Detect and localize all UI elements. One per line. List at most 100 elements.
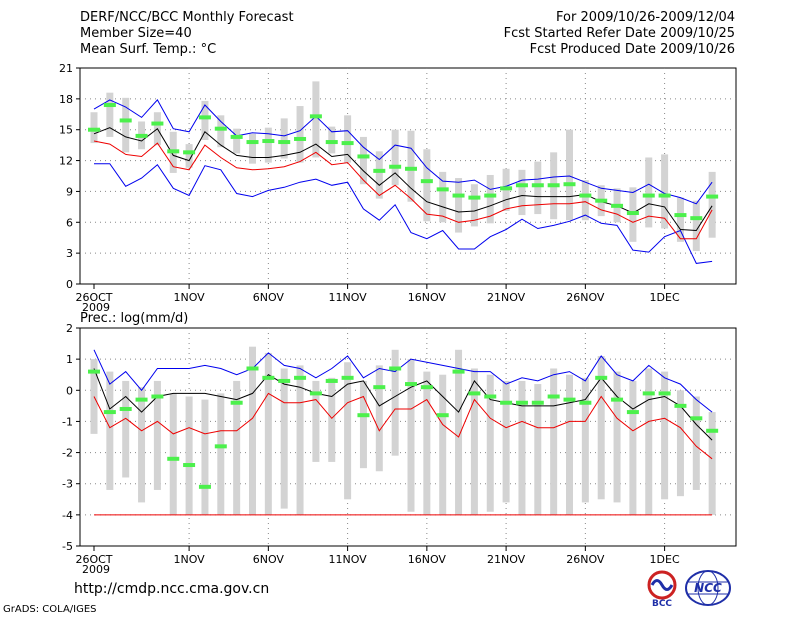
green-marker	[294, 136, 307, 141]
ensemble-bar	[708, 412, 716, 515]
y-tick-label: 2	[66, 322, 73, 335]
ensemble-bar	[470, 184, 478, 227]
green-marker	[278, 378, 291, 383]
ensemble-bar	[534, 161, 542, 215]
ensemble-bar	[233, 128, 241, 154]
x-tick-label: 21NOV	[487, 553, 526, 566]
x-tick-label: 6NOV	[253, 291, 285, 304]
y-tick-label: 15	[59, 124, 73, 137]
ensemble-bar	[629, 380, 637, 515]
x-tick-label: 26NOV	[566, 291, 605, 304]
ensemble-bar	[344, 362, 352, 500]
y-tick-label: 0	[66, 384, 73, 397]
forecast-period: For 2009/10/26-2009/12/04	[556, 10, 735, 25]
header-right: For 2009/10/26-2009/12/04 Fcst Started R…	[504, 10, 735, 58]
ensemble-bar	[502, 380, 510, 503]
source-url[interactable]: http://cmdp.ncc.cma.gov.cn	[74, 581, 270, 597]
green-marker	[389, 366, 402, 371]
green-marker	[167, 456, 180, 461]
green-marker	[341, 375, 354, 380]
y-tick-label: 6	[66, 216, 73, 229]
green-marker	[531, 183, 544, 188]
green-marker	[595, 375, 608, 380]
ensemble-bar	[122, 97, 130, 153]
ensemble-bar	[470, 368, 478, 515]
x-year-label: 2009	[82, 563, 110, 576]
lower-line	[93, 140, 713, 240]
y-tick-label: 18	[59, 93, 73, 106]
x-tick-label: 6NOV	[253, 553, 285, 566]
green-marker	[309, 114, 322, 119]
ensemble-bar	[518, 380, 526, 515]
green-marker	[563, 397, 576, 402]
x-tick-label: 21NOV	[487, 291, 526, 304]
x-tick-label: 11NOV	[328, 553, 367, 566]
ensemble-bar	[534, 384, 542, 515]
ensemble-bar	[455, 349, 463, 515]
variable-label: Mean Surf. Temp.: °C	[80, 42, 217, 57]
green-marker	[468, 391, 481, 396]
header-left: DERF/NCC/BCC Monthly Forecast Member Siz…	[80, 10, 294, 58]
green-marker	[690, 416, 703, 421]
x-tick-label: 26OCT	[75, 553, 112, 566]
ensemble-bar	[328, 377, 336, 462]
x-tick-label: 26OCT	[75, 291, 112, 304]
green-marker	[373, 168, 386, 173]
ensemble-bar	[645, 157, 653, 228]
ensemble-bar	[249, 346, 256, 515]
ncc-logo: NCC	[685, 570, 731, 606]
green-marker	[103, 103, 116, 108]
green-marker	[405, 382, 417, 387]
green-marker	[563, 182, 576, 187]
ensemble-bar	[312, 380, 320, 462]
mean-line	[93, 127, 713, 232]
green-marker	[611, 203, 624, 208]
ensemble-bar	[233, 380, 241, 515]
green-marker	[246, 366, 259, 371]
ensemble-bar	[185, 396, 193, 515]
green-marker	[262, 139, 275, 144]
ensemble-bar	[280, 368, 288, 509]
green-marker	[611, 397, 624, 402]
green-marker	[357, 154, 370, 159]
temperature-panel: 0 3 6 9 12 15 18 21 26OCT 1NOV 6NOV 11NOV 16NOV 21NOV…	[59, 62, 737, 314]
ensemble-bar	[407, 359, 415, 512]
ensemble-bar	[692, 200, 700, 252]
ensemble-bar	[645, 368, 653, 515]
x-tick-label: 16NOV	[408, 291, 447, 304]
green-marker	[278, 140, 291, 145]
green-marker	[325, 140, 338, 145]
green-marker	[309, 391, 322, 396]
green-marker	[674, 403, 687, 408]
chart-title: DERF/NCC/BCC Monthly Forecast	[80, 10, 294, 25]
bcc-logo-text: BCC	[652, 599, 672, 608]
x-tick-label: 1NOV	[173, 553, 205, 566]
upper-line	[93, 349, 713, 413]
ensemble-bar	[169, 393, 177, 515]
ensemble-bar	[375, 365, 383, 472]
y-tick-label: -2	[62, 447, 73, 460]
ensemble-bar	[90, 112, 98, 144]
green-marker	[579, 400, 592, 405]
green-marker	[531, 400, 544, 405]
ensemble-bar	[692, 396, 700, 490]
green-marker	[103, 410, 116, 415]
green-marker	[357, 413, 370, 418]
ensemble-bar	[375, 151, 383, 199]
green-marker	[119, 118, 132, 123]
ensemble-bar	[550, 368, 558, 515]
green-marker	[135, 133, 148, 138]
green-marker	[658, 193, 671, 198]
green-marker	[151, 394, 164, 399]
y-tick-label: 3	[66, 247, 73, 260]
ensemble-bar	[407, 130, 415, 202]
ensemble-bar	[264, 127, 272, 163]
ensemble-bar	[391, 349, 399, 456]
mean-line	[93, 368, 713, 441]
green-marker	[294, 375, 307, 380]
ensemble-bar	[581, 377, 589, 503]
ensemble-bar	[359, 380, 367, 469]
fcst-produced-date: Fcst Produced Date 2009/10/26	[529, 42, 735, 57]
ensemble-bar	[613, 371, 621, 503]
ensemble-bar	[296, 106, 304, 163]
